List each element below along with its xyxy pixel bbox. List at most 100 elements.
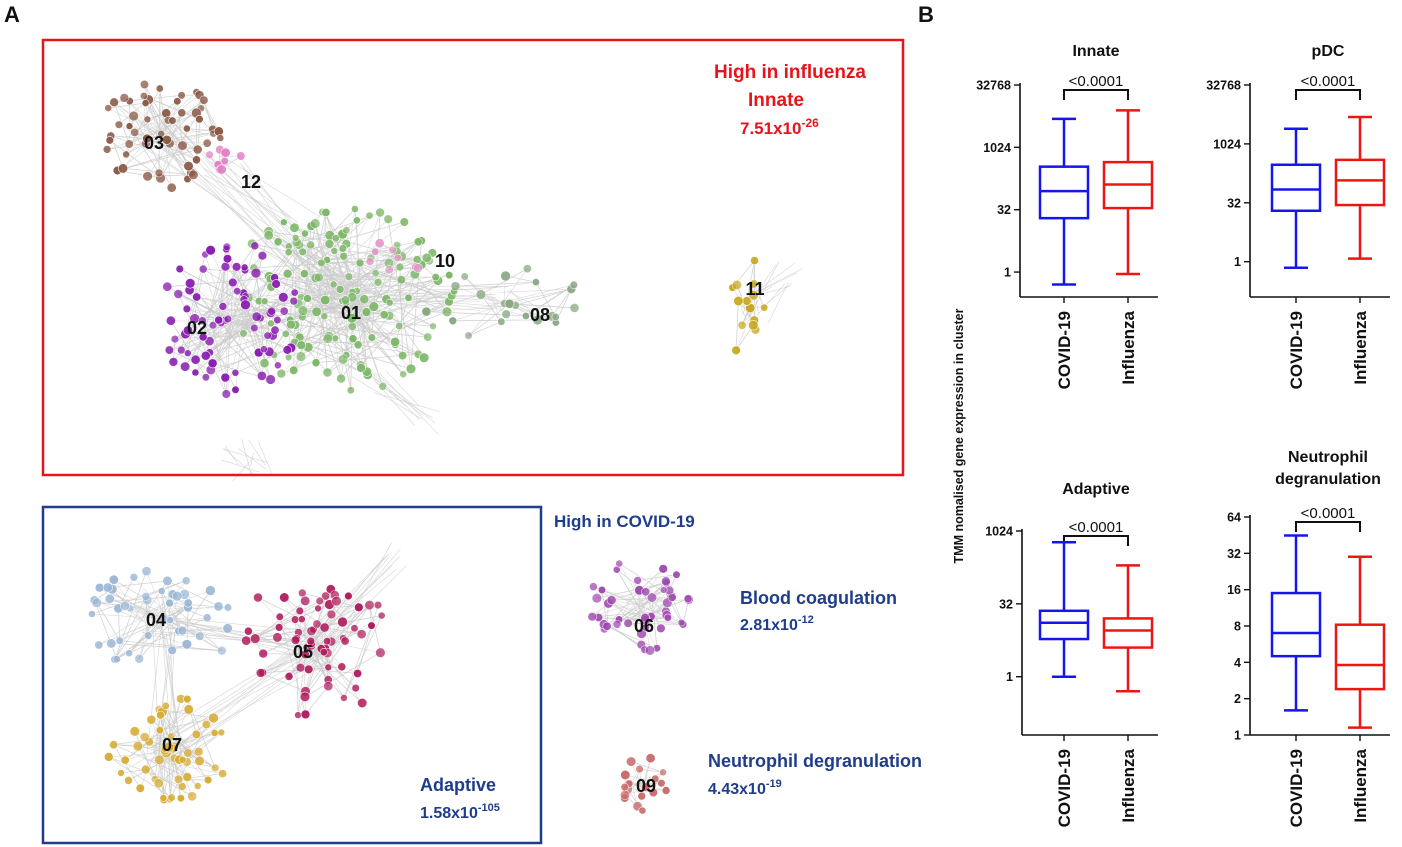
network-node-02 <box>221 389 232 399</box>
network-node-05 <box>274 623 284 632</box>
network-node-02 <box>240 299 251 311</box>
network-edge <box>248 439 266 466</box>
network-node-01 <box>367 333 377 342</box>
network-node-01 <box>355 258 365 268</box>
network-node-04 <box>115 636 124 645</box>
network-edge <box>301 308 350 346</box>
network-node-07 <box>104 752 114 762</box>
network-edge <box>387 219 412 369</box>
network-edge <box>306 556 385 652</box>
network-node-05 <box>306 636 316 646</box>
network-edge <box>634 599 689 605</box>
cluster-label-08: 08 <box>530 305 550 325</box>
network-node-01 <box>404 293 413 302</box>
network-node-05 <box>306 625 317 636</box>
box-iqr <box>1038 165 1090 220</box>
network-node-04 <box>167 645 177 656</box>
network-node-09 <box>640 782 651 792</box>
network-node-05 <box>297 588 307 598</box>
network-node-10 <box>371 247 380 256</box>
network-node-08 <box>475 289 487 300</box>
network-node-01 <box>331 234 340 243</box>
network-node-07 <box>163 741 174 753</box>
cluster-label-06: 06 <box>634 616 654 636</box>
network-node-10 <box>365 257 375 266</box>
network-node-04 <box>165 598 174 608</box>
network-node-01 <box>279 218 288 226</box>
network-edge <box>176 126 335 298</box>
network-edge <box>241 439 252 476</box>
network-edge <box>218 282 234 339</box>
network-node-08 <box>532 314 543 326</box>
plot-title: pDC <box>1312 43 1345 60</box>
y-tick-label: 2 <box>1234 692 1241 706</box>
network-node-10 <box>412 262 423 273</box>
network-node-03 <box>102 145 112 154</box>
network-edge <box>250 452 254 468</box>
network-node-07 <box>187 791 198 802</box>
network-node-10 <box>388 245 397 255</box>
network-node-01 <box>320 295 331 306</box>
cluster-label-03: 03 <box>144 133 164 153</box>
network-node-07 <box>167 732 176 741</box>
network-edge <box>148 99 160 137</box>
network-edge <box>94 600 118 660</box>
network-edge <box>297 553 390 654</box>
network-node-01 <box>281 329 290 338</box>
network-edge <box>96 602 121 641</box>
network-edge <box>630 761 664 773</box>
network-node-01 <box>385 298 394 307</box>
network-edge <box>146 608 164 755</box>
network-node-02 <box>250 323 259 333</box>
network-node-03 <box>199 95 209 105</box>
network-node-02 <box>282 345 293 355</box>
network-node-02 <box>228 277 238 288</box>
cluster-label-02: 02 <box>187 318 207 338</box>
network-edge <box>129 112 197 145</box>
network-edge <box>117 608 121 641</box>
plot-title: Neutrophil <box>1288 449 1368 466</box>
network-node-02 <box>170 334 180 344</box>
network-node-01 <box>383 214 393 224</box>
p-value-label: <0.0001 <box>1301 73 1356 90</box>
network-edge <box>468 303 510 336</box>
network-node-04 <box>172 590 183 602</box>
network-edge <box>153 590 211 612</box>
network-edge <box>111 643 222 652</box>
network-node-01 <box>412 255 422 264</box>
network-edge <box>503 268 528 302</box>
network-node-04 <box>102 582 113 593</box>
network-node-11 <box>731 345 741 355</box>
network-node-01 <box>324 239 335 249</box>
network-edge <box>340 297 353 379</box>
network-node-01 <box>321 208 331 218</box>
network-node-09 <box>620 769 631 781</box>
network-node-02 <box>267 306 277 316</box>
network-nodes <box>88 79 769 815</box>
network-node-01 <box>317 258 326 268</box>
innate-category: Innate <box>748 90 804 111</box>
network-node-02 <box>192 292 202 302</box>
box-iqr <box>1038 609 1090 641</box>
network-node-05 <box>258 648 269 659</box>
cluster-label-05: 05 <box>293 642 313 662</box>
network-node-08 <box>501 309 511 319</box>
network-node-06 <box>667 593 677 602</box>
y-tick-label: 1 <box>1006 670 1013 684</box>
network-node-02 <box>273 315 282 325</box>
network-node-05 <box>367 621 376 630</box>
cluster-label-12: 12 <box>241 172 261 192</box>
network-node-03 <box>173 97 182 106</box>
network-node-02 <box>279 306 289 316</box>
network-node-02 <box>251 311 262 322</box>
network-edge <box>630 598 689 621</box>
network-edge <box>373 372 435 424</box>
network-node-06 <box>663 613 673 622</box>
network-node-01 <box>375 207 385 218</box>
network-node-08 <box>448 316 458 326</box>
network-node-08 <box>569 280 578 290</box>
y-tick-label: 1024 <box>983 141 1011 155</box>
network-edge <box>148 658 335 762</box>
network-edge <box>240 331 263 377</box>
network-edge <box>426 307 490 312</box>
